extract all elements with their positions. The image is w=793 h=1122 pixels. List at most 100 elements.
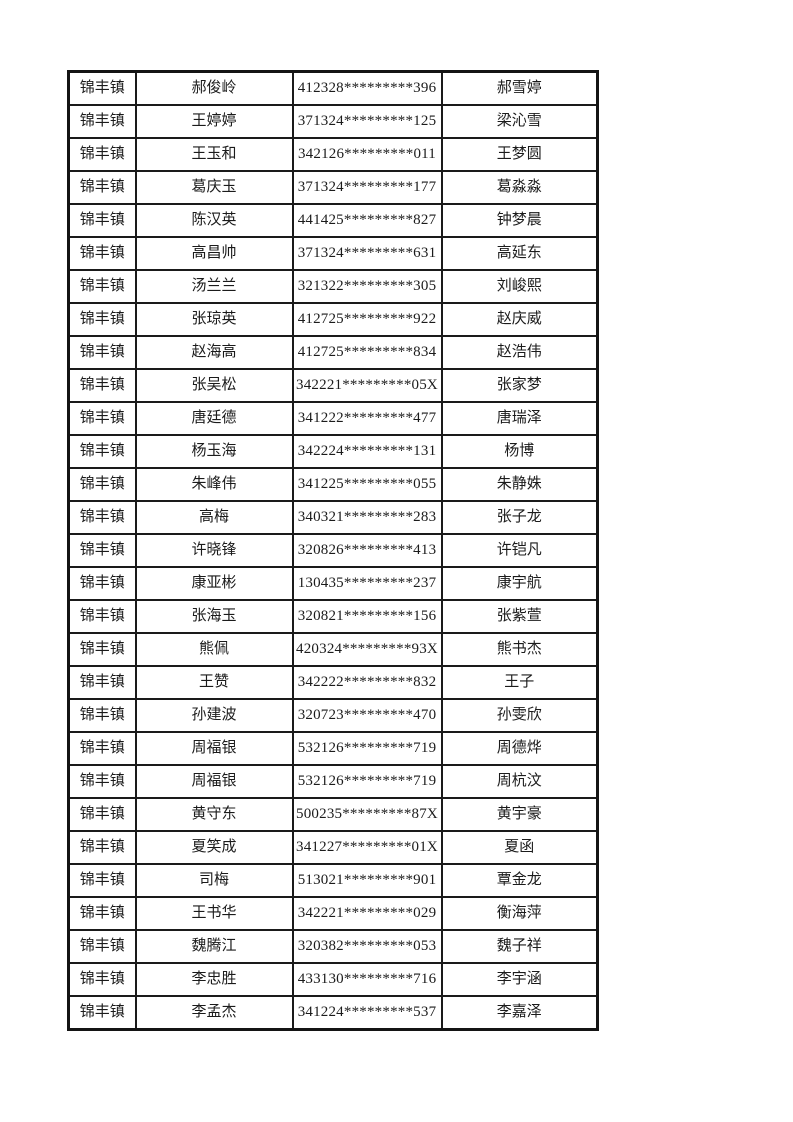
cell-child-name: 周杭汶	[440, 764, 599, 799]
cell-id-number: 371324*********631	[291, 236, 443, 271]
cell-child-name: 张家梦	[440, 368, 599, 403]
cell-id-number: 342221*********05X	[291, 368, 443, 403]
cell-id-number: 500235*********87X	[291, 797, 443, 832]
cell-id-number: 341225*********055	[291, 467, 443, 502]
cell-child-name: 王子	[440, 665, 599, 700]
table-row: 锦丰镇 许晓锋 320826*********413 许铠凡	[67, 533, 599, 568]
table-row: 锦丰镇 夏笑成 341227*********01X 夏函	[67, 830, 599, 865]
cell-child-name: 李宇涵	[440, 962, 599, 997]
cell-id-number: 433130*********716	[291, 962, 443, 997]
cell-town: 锦丰镇	[67, 698, 137, 733]
cell-id-number: 340321*********283	[291, 500, 443, 535]
table-row: 锦丰镇 张海玉 320821*********156 张紫萱	[67, 599, 599, 634]
cell-id-number: 420324*********93X	[291, 632, 443, 667]
cell-town: 锦丰镇	[67, 137, 137, 172]
table-row: 锦丰镇 杨玉海 342224*********131 杨博	[67, 434, 599, 469]
cell-town: 锦丰镇	[67, 104, 137, 139]
cell-parent-name: 孙建波	[134, 698, 294, 733]
cell-child-name: 周德烨	[440, 731, 599, 766]
cell-town: 锦丰镇	[67, 203, 137, 238]
cell-town: 锦丰镇	[67, 665, 137, 700]
table-row: 锦丰镇 赵海高 412725*********834 赵浩伟	[67, 335, 599, 370]
cell-id-number: 130435*********237	[291, 566, 443, 601]
cell-parent-name: 许晓锋	[134, 533, 294, 568]
cell-id-number: 341227*********01X	[291, 830, 443, 865]
table-row: 锦丰镇 魏腾江 320382*********053 魏子祥	[67, 929, 599, 964]
cell-id-number: 341222*********477	[291, 401, 443, 436]
table-row: 锦丰镇 康亚彬 130435*********237 康宇航	[67, 566, 599, 601]
cell-child-name: 魏子祥	[440, 929, 599, 964]
cell-child-name: 葛淼淼	[440, 170, 599, 205]
cell-child-name: 朱静姝	[440, 467, 599, 502]
cell-parent-name: 王玉和	[134, 137, 294, 172]
table-row: 锦丰镇 周福银 532126*********719 周德烨	[67, 731, 599, 766]
cell-town: 锦丰镇	[67, 896, 137, 931]
cell-town: 锦丰镇	[67, 467, 137, 502]
cell-id-number: 412328*********396	[291, 70, 443, 106]
table-row: 锦丰镇 朱峰伟 341225*********055 朱静姝	[67, 467, 599, 502]
table-row: 锦丰镇 汤兰兰 321322*********305 刘峻熙	[67, 269, 599, 304]
cell-id-number: 532126*********719	[291, 731, 443, 766]
table-row: 锦丰镇 李孟杰 341224*********537 李嘉泽	[67, 995, 599, 1031]
table-row: 锦丰镇 高梅 340321*********283 张子龙	[67, 500, 599, 535]
table-row: 锦丰镇 熊佩 420324*********93X 熊书杰	[67, 632, 599, 667]
cell-parent-name: 王书华	[134, 896, 294, 931]
cell-town: 锦丰镇	[67, 401, 137, 436]
table-row: 锦丰镇 王玉和 342126*********011 王梦圆	[67, 137, 599, 172]
cell-town: 锦丰镇	[67, 830, 137, 865]
cell-parent-name: 王赞	[134, 665, 294, 700]
table-row: 锦丰镇 高昌帅 371324*********631 高延东	[67, 236, 599, 271]
cell-id-number: 342221*********029	[291, 896, 443, 931]
cell-town: 锦丰镇	[67, 599, 137, 634]
cell-parent-name: 杨玉海	[134, 434, 294, 469]
cell-id-number: 371324*********125	[291, 104, 443, 139]
cell-town: 锦丰镇	[67, 764, 137, 799]
cell-town: 锦丰镇	[67, 434, 137, 469]
cell-parent-name: 夏笑成	[134, 830, 294, 865]
cell-child-name: 覃金龙	[440, 863, 599, 898]
cell-parent-name: 张琼英	[134, 302, 294, 337]
cell-id-number: 320382*********053	[291, 929, 443, 964]
cell-town: 锦丰镇	[67, 533, 137, 568]
cell-id-number: 371324*********177	[291, 170, 443, 205]
cell-id-number: 341224*********537	[291, 995, 443, 1031]
cell-id-number: 412725*********834	[291, 335, 443, 370]
table-row: 锦丰镇 王婷婷 371324*********125 梁沁雪	[67, 104, 599, 139]
cell-id-number: 412725*********922	[291, 302, 443, 337]
cell-parent-name: 王婷婷	[134, 104, 294, 139]
cell-child-name: 高延东	[440, 236, 599, 271]
cell-town: 锦丰镇	[67, 269, 137, 304]
cell-child-name: 赵浩伟	[440, 335, 599, 370]
cell-child-name: 梁沁雪	[440, 104, 599, 139]
cell-id-number: 532126*********719	[291, 764, 443, 799]
cell-parent-name: 周福银	[134, 764, 294, 799]
cell-town: 锦丰镇	[67, 929, 137, 964]
cell-town: 锦丰镇	[67, 962, 137, 997]
cell-id-number: 513021*********901	[291, 863, 443, 898]
cell-parent-name: 赵海高	[134, 335, 294, 370]
cell-town: 锦丰镇	[67, 70, 137, 106]
cell-town: 锦丰镇	[67, 302, 137, 337]
roster-table-body: 锦丰镇 郝俊岭 412328*********396 郝雪婷 锦丰镇 王婷婷 3…	[67, 70, 599, 1031]
cell-town: 锦丰镇	[67, 731, 137, 766]
table-row: 锦丰镇 葛庆玉 371324*********177 葛淼淼	[67, 170, 599, 205]
cell-id-number: 320723*********470	[291, 698, 443, 733]
table-row: 锦丰镇 王书华 342221*********029 衡海萍	[67, 896, 599, 931]
cell-parent-name: 黄守东	[134, 797, 294, 832]
table-row: 锦丰镇 郝俊岭 412328*********396 郝雪婷	[67, 70, 599, 106]
cell-id-number: 342224*********131	[291, 434, 443, 469]
cell-parent-name: 唐廷德	[134, 401, 294, 436]
cell-parent-name: 李忠胜	[134, 962, 294, 997]
cell-parent-name: 周福银	[134, 731, 294, 766]
cell-id-number: 342126*********011	[291, 137, 443, 172]
cell-id-number: 441425*********827	[291, 203, 443, 238]
table-row: 锦丰镇 司梅 513021*********901 覃金龙	[67, 863, 599, 898]
cell-child-name: 张紫萱	[440, 599, 599, 634]
cell-town: 锦丰镇	[67, 500, 137, 535]
table-row: 锦丰镇 李忠胜 433130*********716 李宇涵	[67, 962, 599, 997]
cell-child-name: 刘峻熙	[440, 269, 599, 304]
table-row: 锦丰镇 王赞 342222*********832 王子	[67, 665, 599, 700]
cell-parent-name: 高昌帅	[134, 236, 294, 271]
cell-town: 锦丰镇	[67, 566, 137, 601]
cell-child-name: 衡海萍	[440, 896, 599, 931]
